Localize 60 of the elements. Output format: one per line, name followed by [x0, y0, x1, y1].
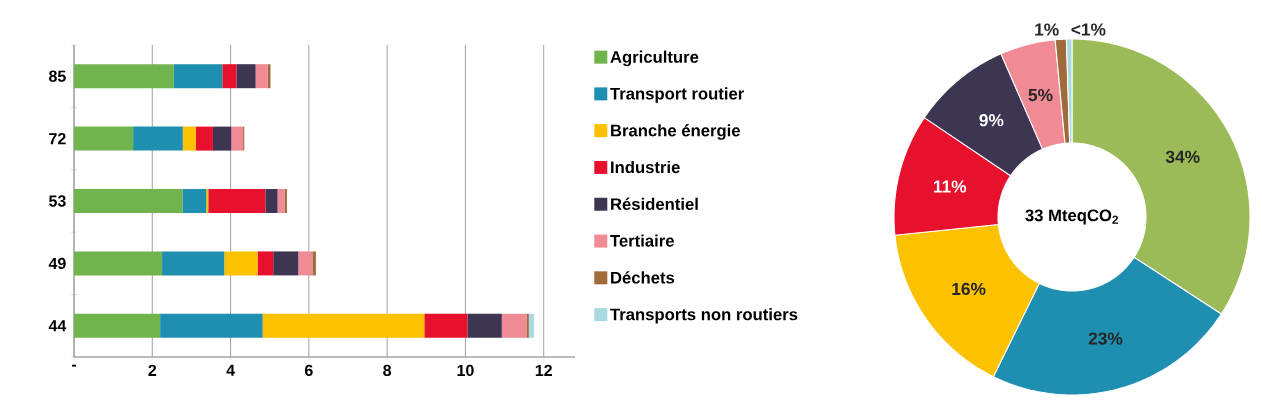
- x-tick-label: 8: [383, 364, 392, 377]
- bar: [298, 251, 313, 276]
- data-label: 1%: [1035, 23, 1059, 36]
- legend-label: Déchets: [611, 271, 675, 284]
- bar: [312, 251, 316, 276]
- bar: [173, 64, 223, 89]
- legend-label: Transport routier: [610, 87, 744, 103]
- legend-label: Branche énergie: [611, 124, 740, 140]
- bar: [257, 251, 274, 276]
- bar: [195, 126, 213, 151]
- bar: [74, 251, 163, 276]
- bar: [424, 313, 468, 338]
- y-tick-label: 53: [49, 195, 66, 207]
- x-tick-label: 6: [304, 364, 313, 377]
- data-label: 23%: [1088, 332, 1123, 345]
- bar: [528, 313, 534, 338]
- legend-label: Résidentiel: [611, 197, 698, 211]
- text: 33 MteqCO$_{2}$: [1025, 209, 1118, 225]
- bar: [231, 126, 244, 151]
- bar: [467, 313, 502, 338]
- bar: [262, 313, 425, 338]
- bar: [265, 189, 278, 214]
- legend-label: Transports non routiers: [610, 308, 798, 324]
- bar: [74, 126, 134, 151]
- bar: [277, 189, 285, 214]
- bar: [255, 64, 268, 89]
- bar: [74, 313, 161, 338]
- bar: [273, 251, 299, 276]
- data-label: 34%: [1165, 150, 1200, 163]
- legend-label: Agriculture: [610, 50, 699, 67]
- bar: [222, 64, 237, 89]
- bar: [160, 313, 263, 338]
- x-tick-label: 2: [148, 364, 157, 376]
- y-tick-label: 44: [48, 320, 67, 332]
- data-label: <1%: [1071, 23, 1106, 36]
- y-tick-label: 49: [48, 257, 66, 270]
- data-label: 16%: [952, 282, 986, 296]
- bar: [236, 64, 256, 89]
- y-tick-label: 85: [49, 70, 66, 82]
- bar: [182, 189, 207, 214]
- data-label: 9%: [979, 114, 1004, 127]
- x-tick-label: 10: [457, 364, 474, 377]
- legend-label: Tertiaire: [610, 234, 674, 247]
- bar: [526, 313, 529, 338]
- bar: [133, 126, 183, 151]
- bar: [224, 251, 258, 276]
- data-label: 11%: [933, 180, 967, 193]
- x-tick-label: -: [71, 364, 77, 367]
- bar: [162, 251, 225, 276]
- bar: [74, 64, 174, 89]
- bar: [182, 126, 196, 151]
- bar: [74, 189, 183, 214]
- bar: [212, 126, 232, 151]
- bar: [501, 313, 527, 338]
- bar: [208, 189, 266, 214]
- legend-label: Industrie: [611, 160, 680, 174]
- x-tick-label: 12: [535, 364, 552, 376]
- data-label: 5%: [1028, 88, 1053, 102]
- y-tick-label: 72: [49, 133, 66, 145]
- x-tick-label: 4: [226, 364, 235, 376]
